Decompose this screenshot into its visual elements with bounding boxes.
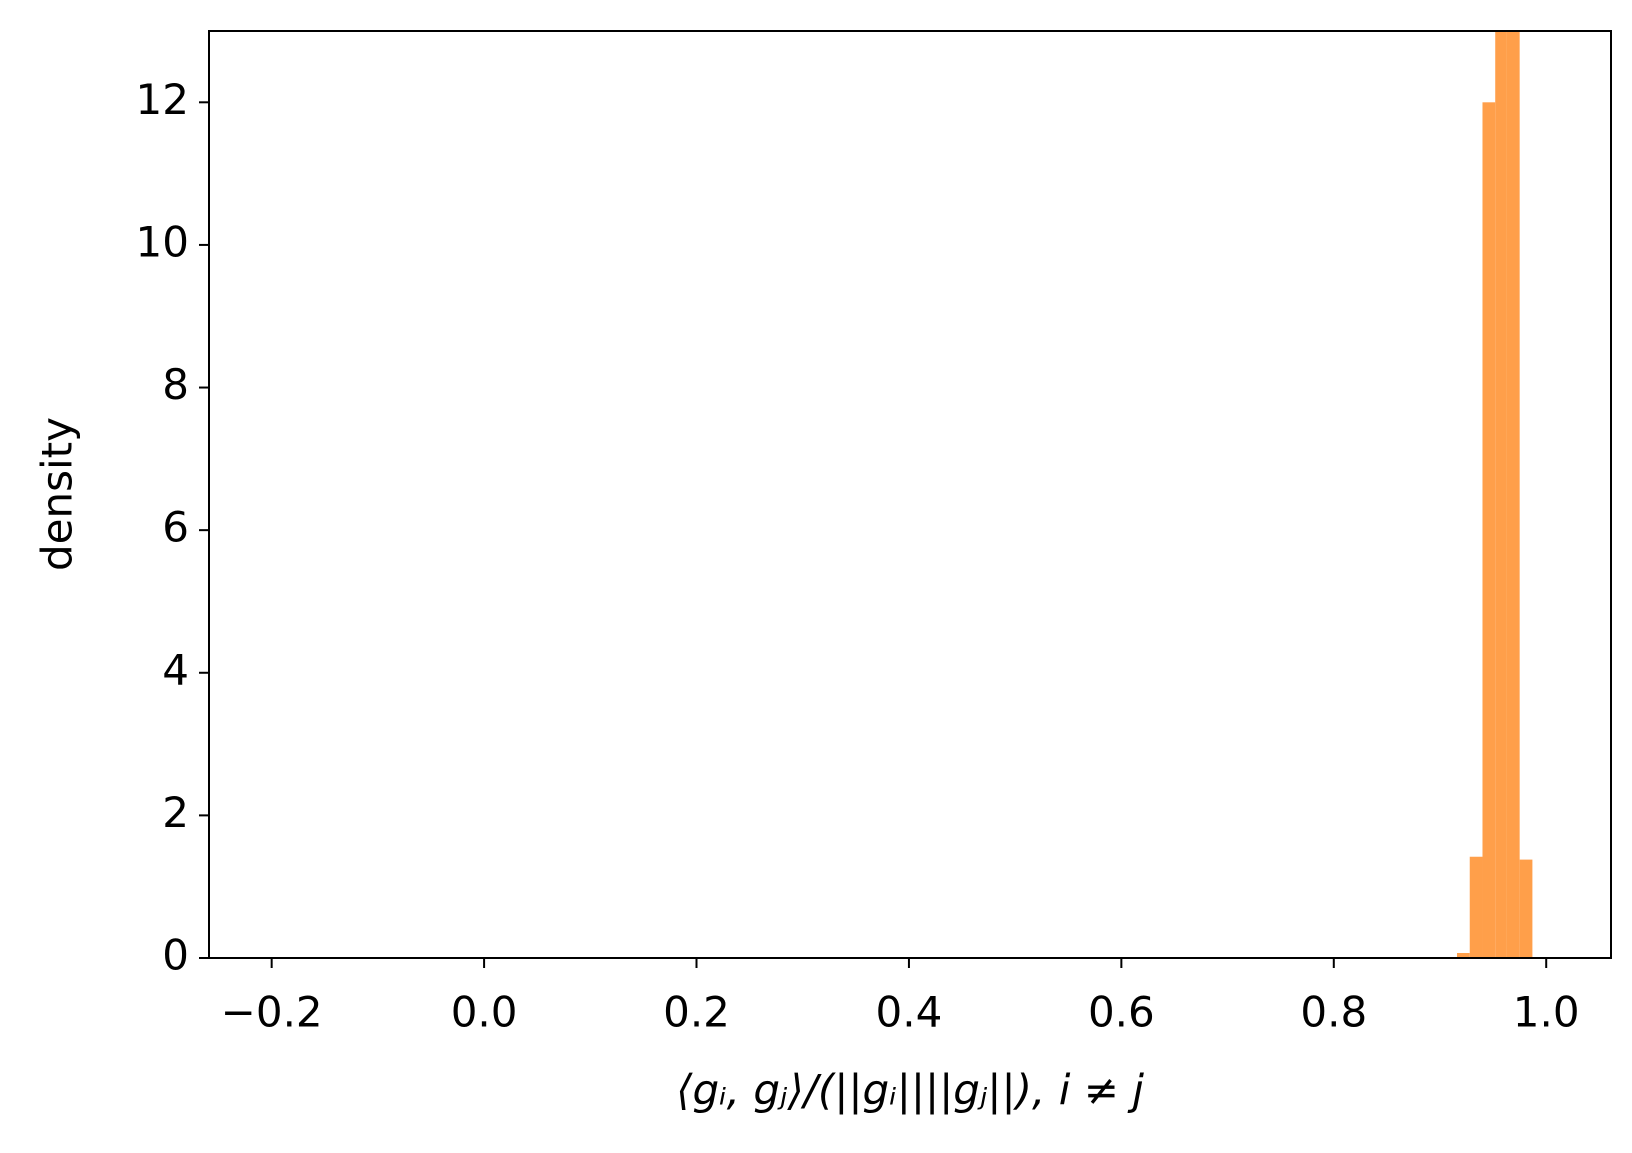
x-tick-label: 0.2 bbox=[663, 988, 730, 1037]
y-tick-label: 8 bbox=[162, 360, 189, 409]
y-tick-label: 10 bbox=[136, 217, 189, 266]
x-axis-label: ⟨gᵢ, gⱼ⟩/(||gᵢ||||gⱼ||), i ≠ j bbox=[676, 1066, 1144, 1115]
bars bbox=[1456, 31, 1533, 958]
bar bbox=[1469, 856, 1483, 958]
plot-frame bbox=[208, 30, 1612, 959]
x-tick-label: 0.4 bbox=[876, 988, 943, 1037]
bar bbox=[1519, 859, 1533, 958]
bar bbox=[1482, 102, 1496, 958]
bar bbox=[1506, 31, 1520, 958]
x-tick-label: 0.0 bbox=[451, 988, 518, 1037]
bar bbox=[1456, 953, 1470, 958]
y-tick-label: 2 bbox=[162, 788, 189, 837]
x-tick-label: 0.8 bbox=[1300, 988, 1367, 1037]
y-tick-label: 0 bbox=[162, 931, 189, 980]
y-tick-label: 4 bbox=[162, 645, 189, 694]
bar bbox=[1495, 31, 1507, 958]
y-axis-label: density bbox=[33, 417, 82, 571]
x-tick-label: 1.0 bbox=[1513, 988, 1580, 1037]
y-tick-label: 12 bbox=[136, 75, 189, 124]
x-tick-label: 0.6 bbox=[1088, 988, 1155, 1037]
x-tick-label: −0.2 bbox=[221, 988, 323, 1037]
y-tick-label: 6 bbox=[162, 503, 189, 552]
